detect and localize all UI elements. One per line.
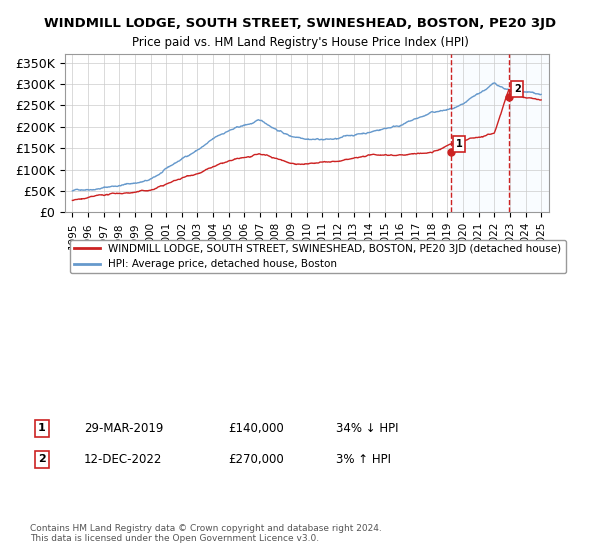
- Text: 12-DEC-2022: 12-DEC-2022: [84, 452, 163, 466]
- Bar: [451, 54, 549, 212]
- Text: Price paid vs. HM Land Registry's House Price Index (HPI): Price paid vs. HM Land Registry's House …: [131, 36, 469, 49]
- Text: 1: 1: [455, 139, 463, 150]
- Text: 2: 2: [38, 454, 46, 464]
- Text: Contains HM Land Registry data © Crown copyright and database right 2024.
This d: Contains HM Land Registry data © Crown c…: [30, 524, 382, 543]
- Text: 29-MAR-2019: 29-MAR-2019: [84, 422, 163, 435]
- Text: 2: 2: [514, 84, 521, 94]
- Text: 34% ↓ HPI: 34% ↓ HPI: [336, 422, 398, 435]
- Text: £140,000: £140,000: [228, 422, 284, 435]
- Legend: WINDMILL LODGE, SOUTH STREET, SWINESHEAD, BOSTON, PE20 3JD (detached house), HPI: WINDMILL LODGE, SOUTH STREET, SWINESHEAD…: [70, 240, 566, 273]
- Text: 1: 1: [38, 423, 46, 433]
- Text: 3% ↑ HPI: 3% ↑ HPI: [336, 452, 391, 466]
- Text: £270,000: £270,000: [228, 452, 284, 466]
- Text: WINDMILL LODGE, SOUTH STREET, SWINESHEAD, BOSTON, PE20 3JD: WINDMILL LODGE, SOUTH STREET, SWINESHEAD…: [44, 17, 556, 30]
